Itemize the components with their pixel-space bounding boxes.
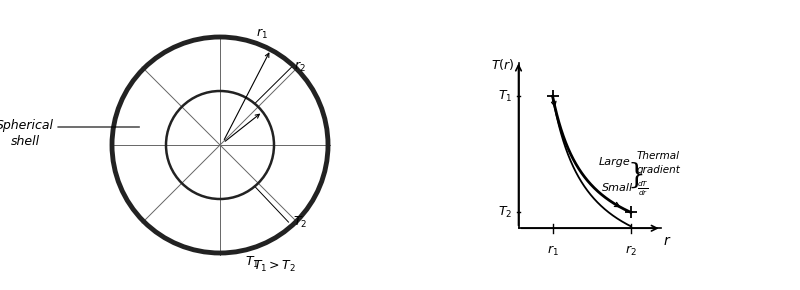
Text: Small: Small (602, 183, 634, 193)
Text: $r_1$: $r_1$ (546, 244, 558, 258)
Text: }: } (627, 161, 645, 188)
Text: $T_1 > T_2$: $T_1 > T_2$ (254, 259, 297, 274)
Text: $T_2$: $T_2$ (498, 205, 512, 220)
Text: Thermal
gradient
$\frac{dT}{dr}$: Thermal gradient $\frac{dT}{dr}$ (637, 151, 681, 198)
Text: $T_1$: $T_1$ (246, 255, 260, 270)
Text: $r_1$: $r_1$ (256, 27, 268, 41)
Text: Spherical
shell: Spherical shell (0, 119, 54, 148)
Text: $r_2$: $r_2$ (294, 60, 306, 74)
Text: $T_2$: $T_2$ (294, 215, 308, 230)
Text: $r_2$: $r_2$ (625, 244, 637, 258)
Text: $T(r)$: $T(r)$ (491, 57, 514, 72)
Text: $T_1$: $T_1$ (498, 89, 512, 104)
Text: Large: Large (598, 157, 630, 166)
Text: $r$: $r$ (663, 234, 672, 249)
